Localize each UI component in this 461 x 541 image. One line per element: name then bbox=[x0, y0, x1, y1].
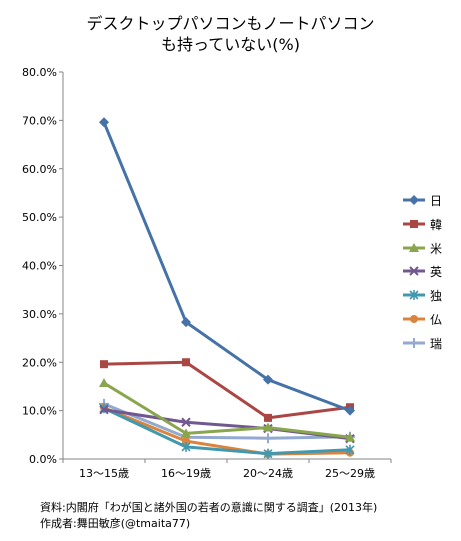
data-point bbox=[182, 437, 190, 446]
legend-label: 英 bbox=[430, 265, 443, 280]
data-point bbox=[181, 317, 191, 328]
legend-marker bbox=[409, 290, 419, 301]
legend-item: 英 bbox=[402, 261, 458, 285]
legend-swatch bbox=[403, 219, 425, 228]
y-tick-label: 10.0% bbox=[22, 405, 57, 418]
chart-title-line1: デスクトップパソコンもノートパソコン bbox=[86, 14, 375, 33]
data-point bbox=[181, 428, 191, 438]
legend-swatch bbox=[403, 314, 425, 323]
legend-marker bbox=[410, 314, 418, 323]
legend-marker bbox=[409, 195, 419, 205]
series-line-3 bbox=[102, 381, 352, 439]
y-tick-label: 30.0% bbox=[22, 308, 57, 321]
y-tick-label: 0.0% bbox=[29, 453, 57, 466]
data-point bbox=[100, 360, 108, 369]
y-tick-label: 20.0% bbox=[22, 356, 57, 369]
data-point bbox=[345, 432, 355, 442]
legend-marker bbox=[409, 337, 419, 348]
y-tick-label: 40.0% bbox=[22, 260, 57, 273]
data-point bbox=[263, 448, 273, 459]
legend-label: 日 bbox=[430, 194, 443, 208]
data-point bbox=[182, 358, 190, 367]
series-line-2 bbox=[102, 360, 352, 420]
x-tick-label: 16～19歳 bbox=[161, 467, 211, 480]
series-line-1 bbox=[102, 120, 352, 413]
legend-marker bbox=[409, 266, 419, 277]
x-tick-label: 20～24歳 bbox=[243, 467, 293, 480]
legend-swatch bbox=[403, 195, 425, 205]
series-line-6 bbox=[102, 406, 352, 456]
legend-item: 韓 bbox=[402, 214, 458, 238]
legend-swatch bbox=[403, 337, 425, 348]
data-point bbox=[345, 405, 355, 416]
source-note: 資料:内閣府「わが国と諸外国の若者の意識に関する調査」(2013年) bbox=[40, 501, 378, 514]
legend-item: 米 bbox=[402, 238, 458, 262]
legend-item: 瑞 bbox=[402, 333, 458, 357]
series-line-5 bbox=[102, 406, 352, 456]
x-tick-label: 25～29歳 bbox=[325, 467, 375, 480]
legend-swatch bbox=[403, 242, 425, 252]
legend-marker bbox=[410, 219, 418, 228]
legend-item: 仏 bbox=[402, 309, 458, 333]
legend-swatch bbox=[403, 290, 425, 301]
author-note: 作成者:舞田敏彦(@tmaita77) bbox=[40, 517, 191, 530]
data-point bbox=[99, 117, 109, 128]
legend-label: 韓 bbox=[430, 217, 443, 232]
chart-title-line2: も持っていない(%) bbox=[161, 35, 300, 54]
data-point bbox=[181, 441, 191, 452]
y-tick-label: 80.0% bbox=[22, 66, 57, 79]
y-tick-label: 50.0% bbox=[22, 211, 57, 224]
legend-marker bbox=[409, 242, 419, 252]
data-point bbox=[99, 378, 109, 388]
legend-label: 独 bbox=[430, 289, 443, 304]
data-point bbox=[181, 417, 191, 427]
data-point bbox=[345, 444, 355, 455]
y-tick-label: 60.0% bbox=[22, 163, 57, 176]
legend-label: 瑞 bbox=[430, 336, 443, 351]
series-line-7 bbox=[102, 402, 352, 440]
data-point bbox=[263, 433, 273, 444]
y-tick-label: 70.0% bbox=[22, 114, 57, 127]
data-point bbox=[99, 404, 109, 415]
data-point bbox=[263, 374, 273, 385]
legend-item: 独 bbox=[402, 285, 458, 309]
chart-legend: 日韓米英独仏瑞 bbox=[402, 190, 458, 357]
legend-label: 仏 bbox=[430, 312, 443, 327]
legend-label: 米 bbox=[430, 241, 443, 256]
data-point bbox=[263, 422, 273, 432]
legend-item: 日 bbox=[402, 190, 458, 214]
data-point bbox=[264, 413, 272, 422]
x-tick-label: 13～15歳 bbox=[79, 467, 129, 480]
legend-swatch bbox=[403, 266, 425, 277]
